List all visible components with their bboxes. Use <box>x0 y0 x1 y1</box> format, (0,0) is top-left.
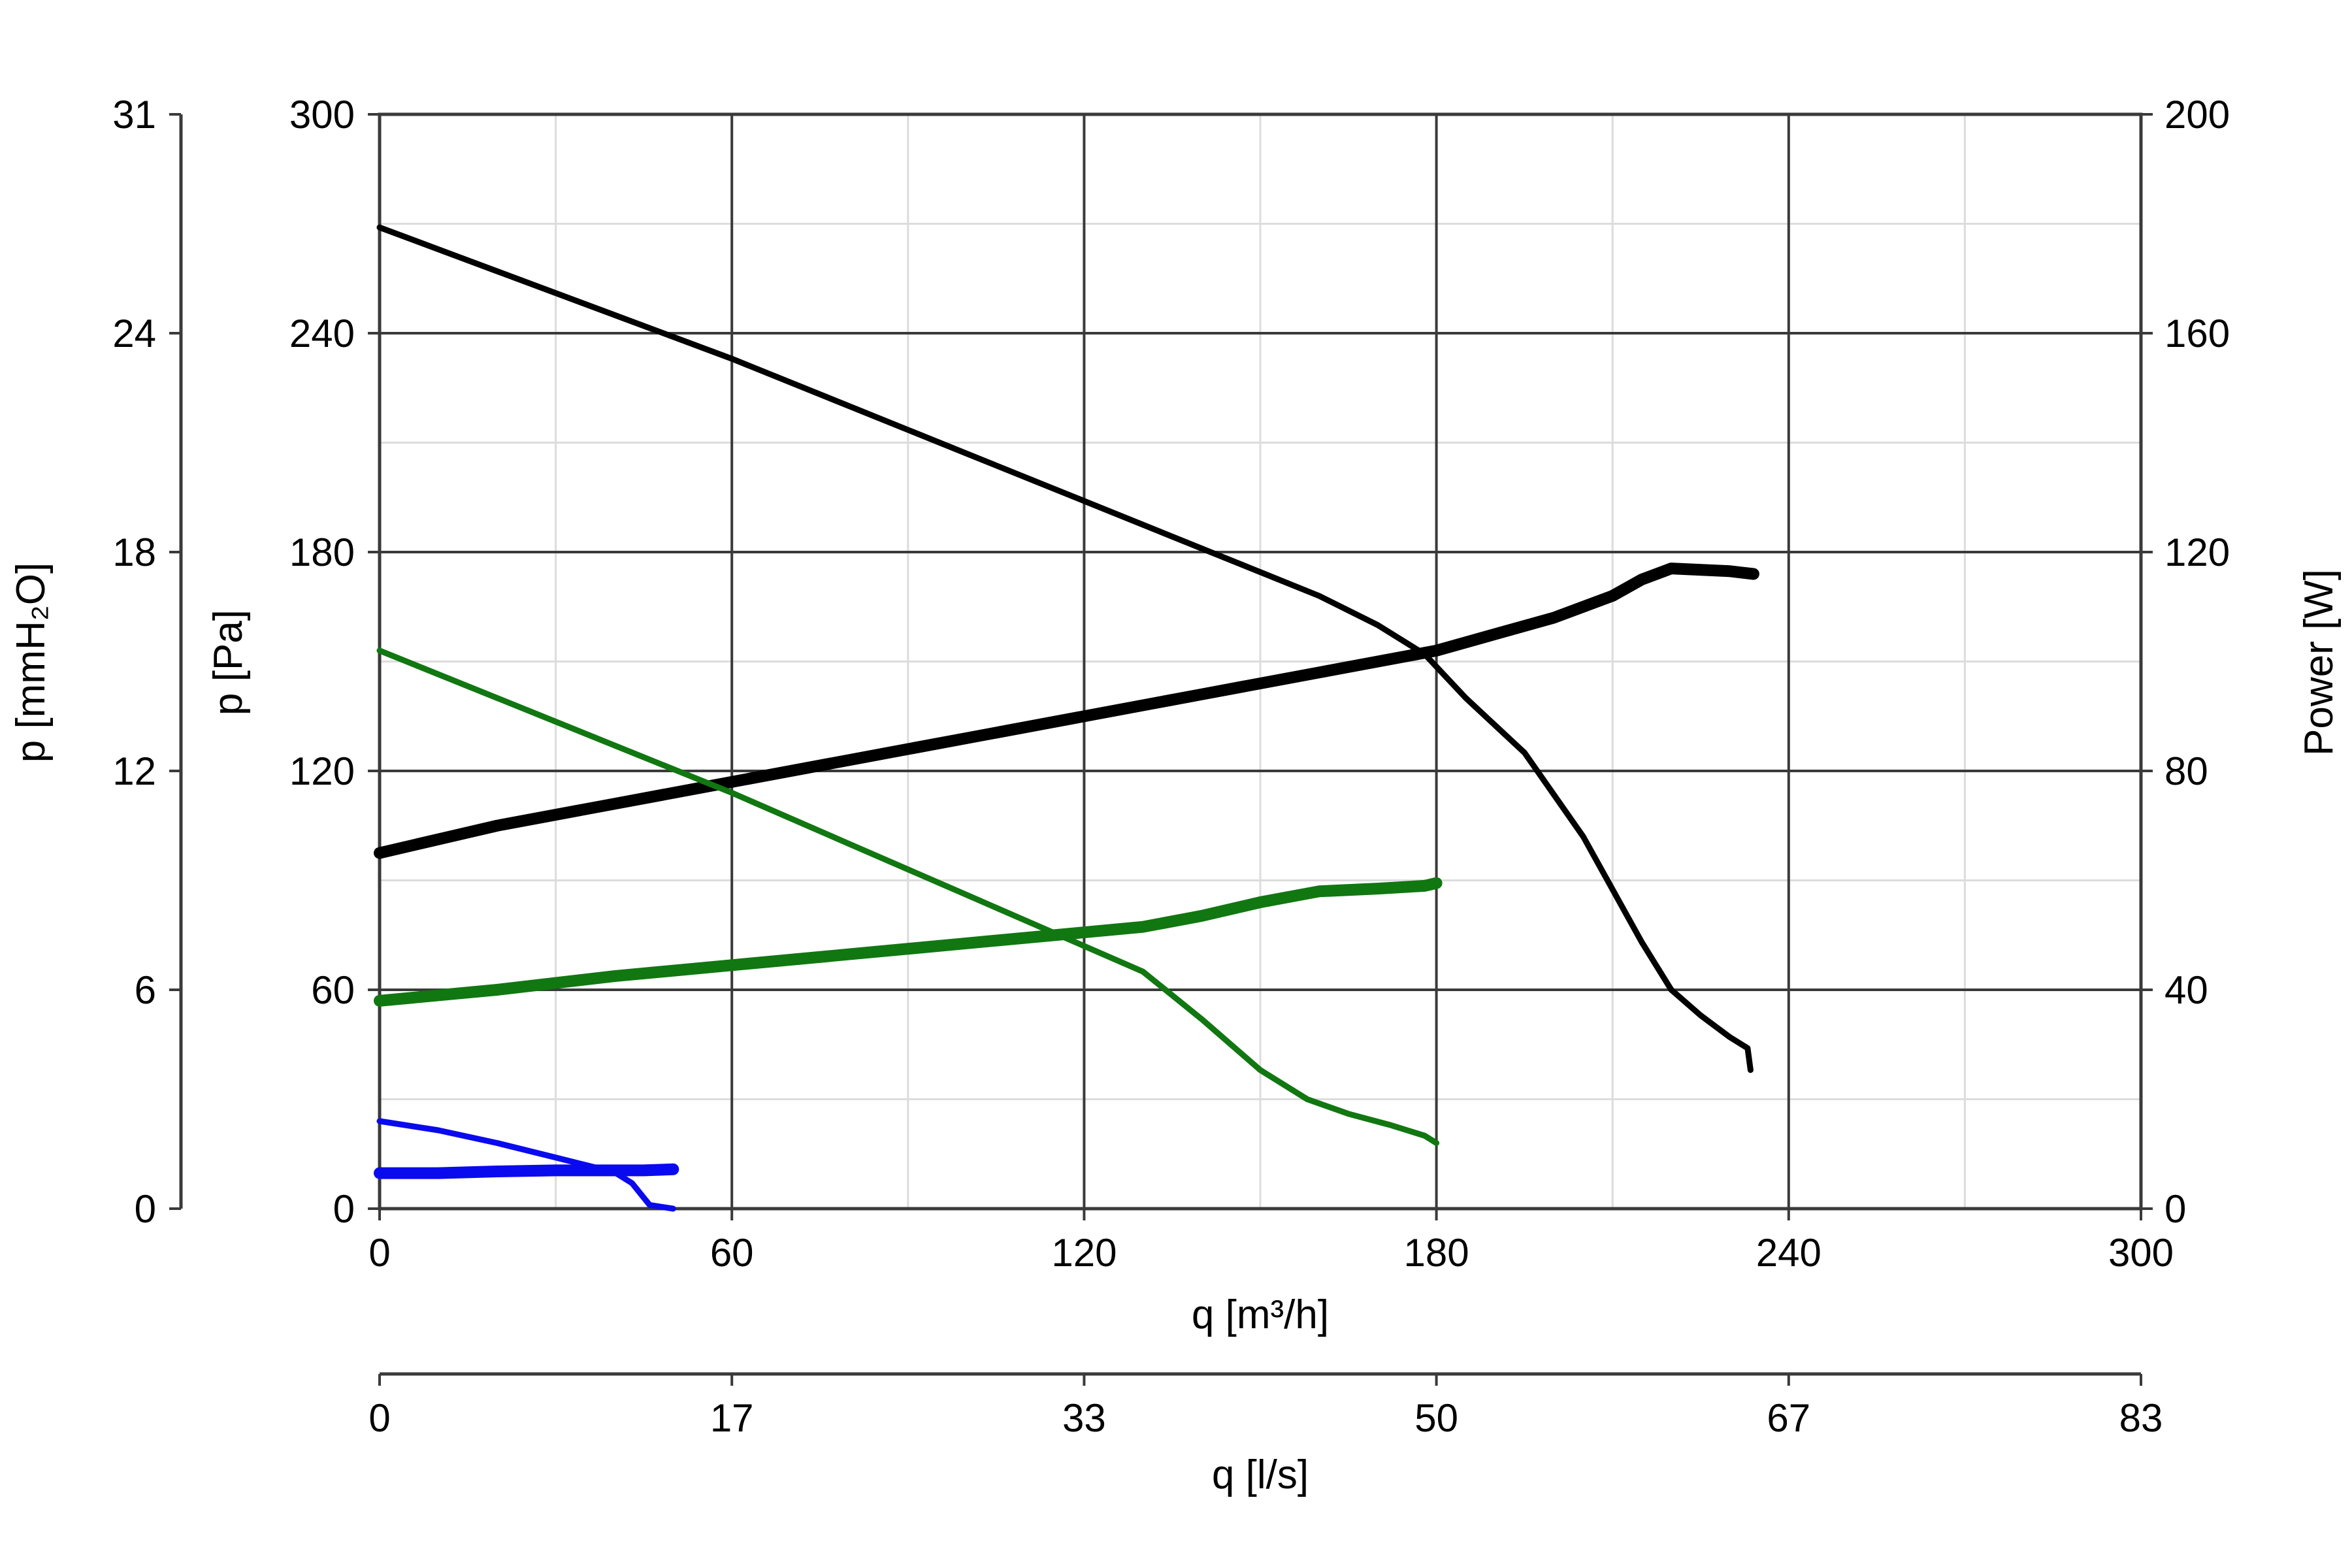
y-outer-axis-tick-label: 12 <box>112 749 156 793</box>
y-axis-title: p [Pa] <box>206 610 251 715</box>
pressure-curve-2 <box>376 647 1440 1146</box>
y-outer-axis-tick-label: 18 <box>112 531 156 574</box>
y-right-axis-tick-label: 40 <box>2164 968 2208 1012</box>
x2-axis-tick-label: 50 <box>1414 1396 1458 1440</box>
y-axis-tick-label: 120 <box>289 749 355 793</box>
x2-axis-tick-label: 17 <box>710 1396 754 1440</box>
x2-axis-tick-label: 33 <box>1062 1396 1106 1440</box>
y-outer-axis-tick-label: 0 <box>135 1187 156 1231</box>
y-right-axis-tick-label: 120 <box>2164 531 2230 574</box>
plot-frame <box>378 112 2143 1211</box>
power-curve-1 <box>374 563 1759 859</box>
y-right-axis-tick-label: 160 <box>2164 312 2230 355</box>
x-axis-title: q [m³/h] <box>1192 1292 1329 1337</box>
y-outer-axis-tick-label: 31 <box>112 93 156 137</box>
y-right-axis-tick-label: 200 <box>2164 93 2230 137</box>
x-axis-tick-label: 240 <box>1756 1231 1821 1275</box>
x-axis-tick-label: 120 <box>1051 1231 1117 1275</box>
y-axis-tick-label: 60 <box>311 968 355 1012</box>
grid <box>380 114 2141 1209</box>
power-curve-5 <box>374 1163 679 1179</box>
y-axis-tick-label: 0 <box>333 1187 355 1231</box>
axes <box>169 112 2153 1386</box>
y-right-axis-tick-label: 80 <box>2164 749 2208 793</box>
x-axis-tick-label: 0 <box>368 1231 390 1275</box>
power-curve-3 <box>374 877 1443 1007</box>
pressure-curve-0 <box>376 224 1754 1073</box>
y-axis-tick-label: 300 <box>289 93 355 137</box>
y-axis-tick-label: 240 <box>289 312 355 355</box>
x2-axis-tick-label: 0 <box>368 1396 390 1440</box>
x2-axis-title: q [l/s] <box>1212 1452 1309 1497</box>
y-axis-tick-label: 180 <box>289 531 355 574</box>
x2-axis-tick-label: 67 <box>1767 1396 1810 1440</box>
y-right-axis-tick-label: 0 <box>2164 1187 2186 1231</box>
x-axis-tick-label: 180 <box>1404 1231 1469 1275</box>
y-right-axis-title: Power [W] <box>2296 569 2342 756</box>
y-outer-axis-title: p [mmH₂O] <box>8 563 54 763</box>
x-axis-tick-label: 60 <box>710 1231 754 1275</box>
x2-axis-tick-label: 83 <box>2119 1396 2163 1440</box>
x-axis-tick-label: 300 <box>2108 1231 2174 1275</box>
series-layer <box>374 224 1759 1212</box>
y-outer-axis-tick-label: 6 <box>135 968 156 1012</box>
y-outer-axis-tick-label: 24 <box>112 312 156 355</box>
